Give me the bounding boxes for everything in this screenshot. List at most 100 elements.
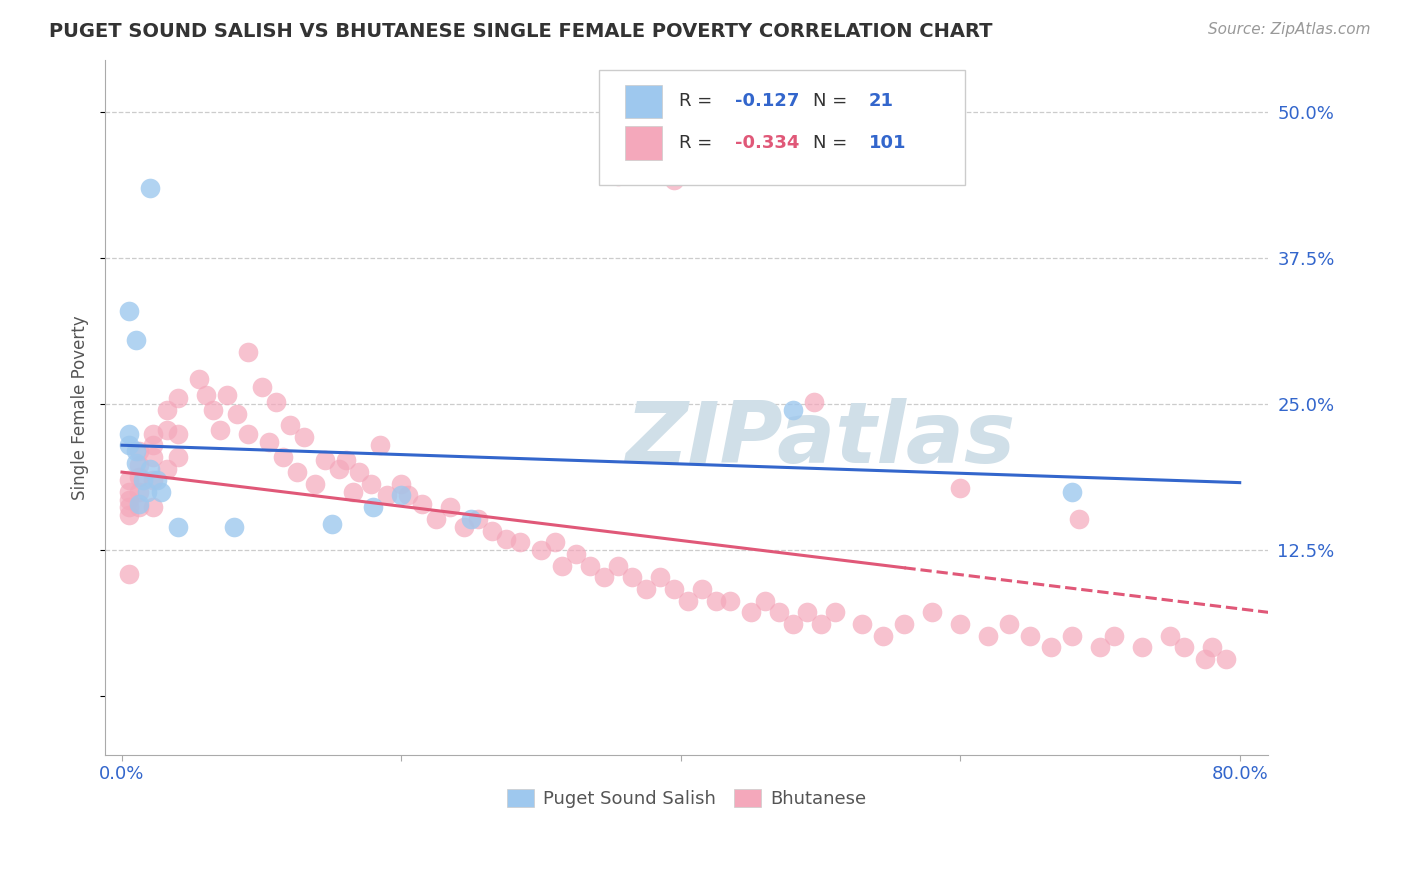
Point [565,547,588,561]
Point [467,512,489,526]
Point [754,593,776,607]
Point [949,617,972,632]
Point [530,543,553,558]
Point [142,450,165,464]
Point [342,485,364,500]
Point [264,395,287,409]
Point [1019,629,1042,643]
Point [118,500,141,515]
Point [921,605,943,619]
Point [851,617,873,632]
Point [1215,652,1237,666]
Point [690,582,713,596]
Point [1102,629,1125,643]
Text: PUGET SOUND SALISH VS BHUTANESE SINGLE FEMALE POVERTY CORRELATION CHART: PUGET SOUND SALISH VS BHUTANESE SINGLE F… [49,22,993,41]
Point [215,388,238,402]
Text: ZIPatlas: ZIPatlas [626,398,1015,481]
Point [425,512,447,526]
Point [1194,652,1216,666]
Point [391,476,413,491]
Point [125,444,148,458]
Point [136,485,159,500]
Point [349,465,371,479]
Point [328,461,350,475]
Point [768,605,790,619]
Point [321,516,343,531]
Point [150,485,173,500]
Point [439,500,461,515]
Point [544,535,567,549]
Text: R =: R = [679,92,718,111]
Point [167,426,190,441]
Point [118,303,141,318]
Point [118,485,141,500]
Legend: Puget Sound Salish, Bhutanese: Puget Sound Salish, Bhutanese [499,781,873,815]
Point [139,461,162,475]
Point [132,473,155,487]
Point [314,453,336,467]
Point [236,344,259,359]
Point [156,423,179,437]
Point [118,566,141,581]
Point [128,500,150,515]
Point [236,426,259,441]
Point [1130,640,1153,655]
Point [949,482,972,496]
Point [118,438,141,452]
Point [411,497,433,511]
Point [118,493,141,508]
Point [740,605,762,619]
Point [551,558,574,573]
Point [128,458,150,472]
Point [363,500,385,515]
Point [146,473,169,487]
Point [128,470,150,484]
Point [201,403,224,417]
Point [579,558,602,573]
Point [1060,485,1083,500]
Point [118,426,141,441]
Text: N =: N = [813,92,853,111]
Point [460,512,482,526]
Point [167,520,190,534]
Point [142,473,165,487]
Point [481,524,503,538]
Point [1040,640,1063,655]
Point [662,582,685,596]
Point [208,423,231,437]
Point [1201,640,1223,655]
Point [142,500,165,515]
Point [1173,640,1195,655]
Point [648,570,671,584]
Point [377,488,399,502]
Point [718,593,741,607]
Point [194,388,217,402]
Point [893,617,915,632]
Point [607,169,630,184]
Point [335,453,357,467]
Point [118,473,141,487]
Point [139,181,162,195]
Point [128,444,150,458]
Text: Source: ZipAtlas.com: Source: ZipAtlas.com [1208,22,1371,37]
Point [118,508,141,523]
Text: R =: R = [679,134,718,152]
Point [142,426,165,441]
Point [222,520,245,534]
Point [370,438,392,452]
Point [782,403,804,417]
Point [125,333,148,347]
Point [810,617,832,632]
Point [782,617,804,632]
Point [998,617,1021,632]
FancyBboxPatch shape [599,70,966,185]
Text: 101: 101 [869,134,907,152]
Point [662,173,685,187]
Point [1067,512,1090,526]
Point [704,593,727,607]
Text: 21: 21 [869,92,894,111]
Point [156,403,179,417]
Point [271,450,294,464]
Point [285,465,308,479]
Point [495,532,517,546]
